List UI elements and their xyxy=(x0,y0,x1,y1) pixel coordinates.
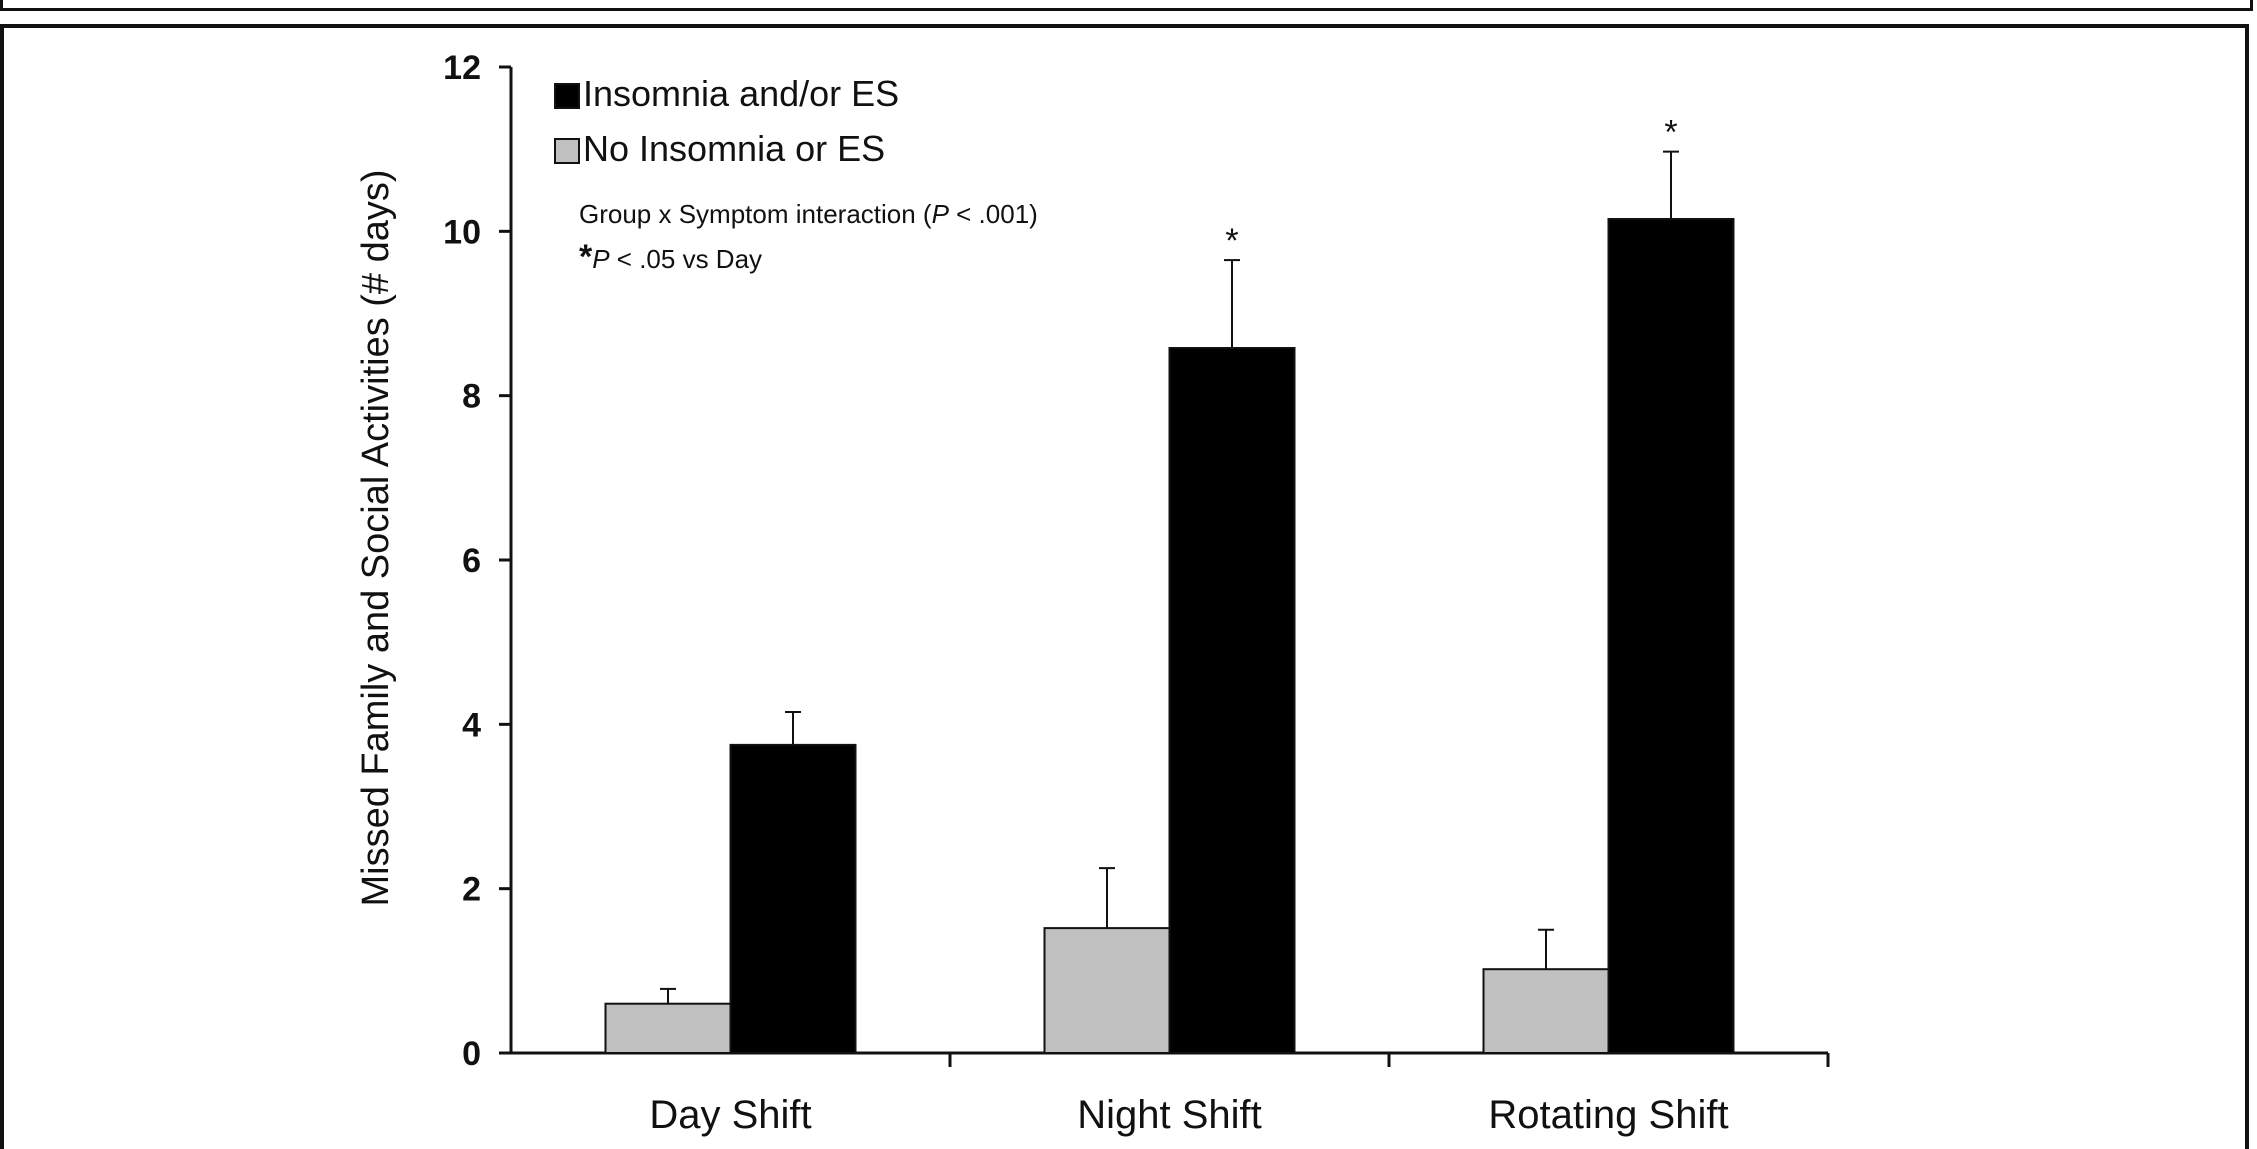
y-tick-label: 0 xyxy=(462,1035,481,1073)
y-tick-label: 8 xyxy=(462,378,481,416)
legend-swatch-insomnia xyxy=(554,83,580,109)
y-tick-label: 4 xyxy=(462,706,481,744)
x-tick-label: Rotating Shift xyxy=(1488,1093,1728,1137)
legend-label-insomnia: Insomnia and/or ES xyxy=(583,73,899,114)
interaction-note-p: P xyxy=(932,199,950,229)
interaction-note: Group x Symptom interaction (P < .001) xyxy=(579,199,1038,229)
y-tick-label: 10 xyxy=(443,213,481,251)
significance-note-star: * xyxy=(579,238,593,276)
axes: 0 2 4 6 8 10 12 Day Shift Night Shift Rotating Sh… xyxy=(443,49,1830,1137)
bar xyxy=(1607,218,1735,1054)
x-tick-label: Day Shift xyxy=(649,1093,811,1137)
y-tick-label: 12 xyxy=(443,49,481,87)
significance-marker: * xyxy=(1664,114,1677,152)
legend: Insomnia and/or ES No Insomnia or ES xyxy=(554,73,899,169)
bar xyxy=(1482,968,1610,1054)
y-tick-label: 2 xyxy=(462,871,481,909)
legend-label-no-insomnia: No Insomnia or ES xyxy=(583,128,885,169)
significance-note-post: < .05 vs Day xyxy=(610,244,762,274)
bar xyxy=(1168,347,1296,1054)
bar xyxy=(1043,927,1171,1055)
y-axis-label: Missed Family and Social Activities (# d… xyxy=(355,169,397,906)
significance-marker: * xyxy=(1225,222,1238,260)
bar xyxy=(604,1002,732,1055)
bars: ** xyxy=(604,114,1735,1055)
y-tick-label: 6 xyxy=(462,542,481,580)
significance-note: *P < .05 vs Day xyxy=(579,238,762,276)
figure-frame-top xyxy=(0,0,2253,11)
bar xyxy=(729,743,857,1054)
legend-swatch-no-insomnia xyxy=(554,138,580,164)
significance-note-p: P xyxy=(592,244,610,274)
interaction-note-pre: Group x Symptom interaction ( xyxy=(579,199,932,229)
interaction-note-post: < .001) xyxy=(949,199,1038,229)
x-tick-label: Night Shift xyxy=(1077,1093,1262,1137)
